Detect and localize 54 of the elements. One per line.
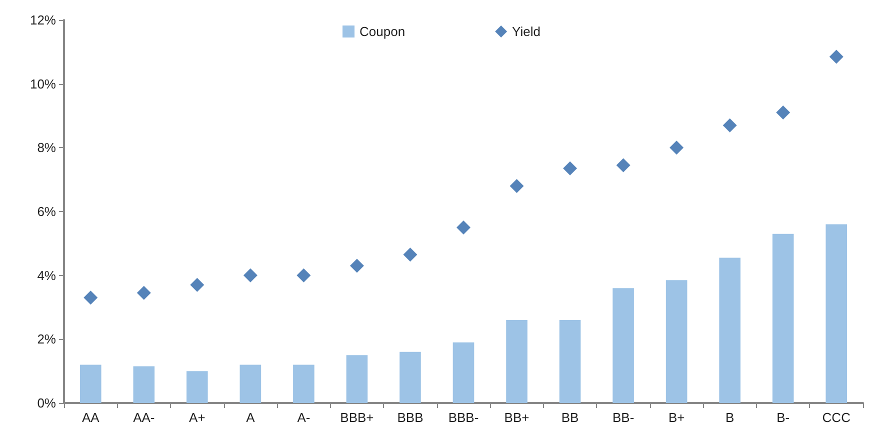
bar <box>400 352 421 403</box>
point <box>563 161 578 176</box>
y-tick-label: 0% <box>37 396 56 410</box>
bar <box>772 234 794 403</box>
point <box>510 178 524 193</box>
x-tick-label: BB <box>561 410 579 425</box>
bar <box>719 258 740 403</box>
bar <box>826 224 848 403</box>
bar <box>346 355 368 403</box>
x-tick-label: AA- <box>133 410 155 425</box>
point <box>136 286 151 300</box>
y-tick-label: 12% <box>30 12 56 28</box>
bar <box>452 342 474 403</box>
y-tick-label: 10% <box>30 76 56 92</box>
point <box>456 220 470 234</box>
x-tick-label: BBB- <box>448 410 479 425</box>
point <box>829 50 844 64</box>
point <box>403 248 418 262</box>
x-tick-label: B <box>725 410 734 425</box>
y-tick-label: 2% <box>37 332 56 347</box>
x-tick-label: B+ <box>668 410 685 425</box>
x-tick-label: AA <box>82 410 100 425</box>
y-tick-label: 6% <box>37 204 56 219</box>
x-tick-label: B- <box>776 410 790 425</box>
x-tick-label: CCC <box>822 410 850 425</box>
bar <box>240 364 262 403</box>
x-tick-label: A <box>246 410 256 425</box>
bar <box>506 320 528 403</box>
point <box>776 106 790 120</box>
bar <box>559 320 581 403</box>
x-tick-label: A+ <box>189 410 206 425</box>
bar <box>666 280 688 403</box>
point <box>190 278 204 292</box>
point <box>722 118 737 132</box>
x-tick-label: A- <box>297 410 310 425</box>
bar <box>612 288 634 403</box>
x-tick-label: BB- <box>612 410 634 425</box>
bar <box>133 366 155 403</box>
x-tick-label: BBB <box>397 410 424 425</box>
y-tick-label: 4% <box>37 268 56 283</box>
point <box>670 140 684 155</box>
legend-label: Yield <box>512 24 540 39</box>
point <box>616 158 630 172</box>
x-tick-label: BB+ <box>504 410 530 425</box>
bar <box>186 371 208 403</box>
point <box>296 268 311 282</box>
point <box>350 258 364 273</box>
bar <box>293 364 314 403</box>
legend-label: Coupon <box>360 24 406 39</box>
point <box>243 268 258 282</box>
y-tick-label: 8% <box>37 140 56 156</box>
bar <box>80 364 102 403</box>
x-tick-label: BBB+ <box>340 410 374 425</box>
point <box>84 290 98 305</box>
